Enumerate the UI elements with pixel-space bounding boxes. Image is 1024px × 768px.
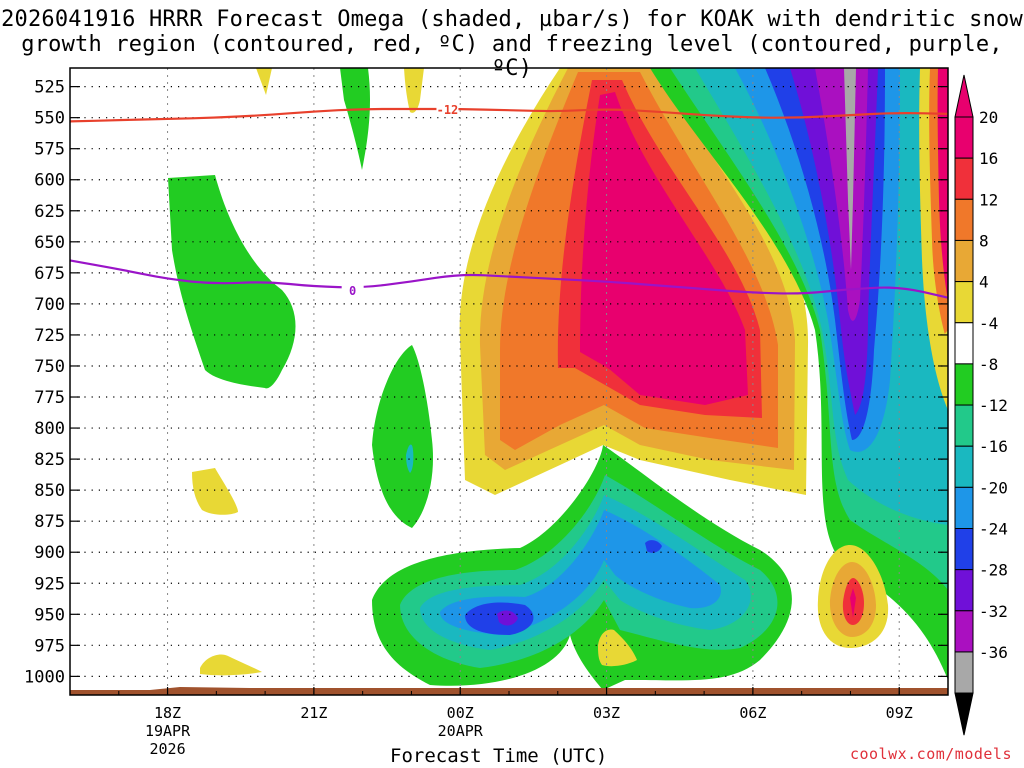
chart-title-line-1: 2026041916 HRRR Forecast Omega (shaded, … — [1, 7, 1023, 32]
colorbar-bin-6 — [954, 363, 974, 406]
colorbar-label-8: -16 — [979, 437, 1008, 456]
y-tick-label-700: 700 — [34, 295, 65, 315]
omega-fill-neg28-upper — [815, 68, 868, 321]
colorbar-bin-7 — [954, 404, 974, 447]
colorbar-label-1: 16 — [979, 149, 998, 168]
omega-fill-4-mid — [598, 629, 637, 667]
omega-fill-4-left2 — [200, 654, 262, 676]
colorbar-bin-0 — [954, 116, 974, 159]
y-tick-label-975: 975 — [34, 636, 65, 656]
colorbar-label-13: -36 — [979, 643, 1008, 662]
colorbar-bin-10 — [954, 528, 974, 571]
colorbar-label-10: -24 — [979, 520, 1008, 539]
colorbar-label-6: -8 — [979, 355, 998, 374]
omega-fill-neg12-mid — [406, 444, 414, 473]
y-tick-label-950: 950 — [34, 605, 65, 625]
contour-label-0: -12 — [437, 103, 459, 117]
y-tick-label-875: 875 — [34, 512, 65, 532]
omega-fill-20-blob — [850, 588, 856, 618]
y-tick-label-1000: 1000 — [24, 667, 65, 687]
y-tick-label-750: 750 — [34, 357, 65, 377]
omega-shaded-field — [168, 68, 948, 690]
colorbar-label-11: -28 — [979, 561, 1008, 580]
y-tick-label-625: 625 — [34, 202, 65, 222]
colorbar-bin-12 — [954, 610, 974, 653]
colorbar-extend-top — [954, 74, 974, 118]
colorbar-bin-9 — [954, 486, 974, 530]
colorbar-extend-bottom — [954, 692, 974, 736]
omega-fill-4-top1 — [256, 68, 272, 95]
x-tick-sublabel-0-0: 19APR — [145, 722, 191, 740]
contour-label-bg-1 — [341, 281, 364, 297]
x-tick-label-18Z: 18Z — [154, 704, 181, 722]
contour-line-1 — [69, 259, 949, 299]
omega-fill-neg32-upper — [844, 68, 856, 270]
omega-fill-neg4-top — [340, 68, 370, 170]
colorbar-bin-3 — [954, 239, 974, 283]
x-axis-title: Forecast Time (UTC) — [390, 745, 608, 767]
colorbar-bin-5 — [954, 322, 974, 365]
y-tick-label-525: 525 — [34, 78, 65, 98]
x-tick-sublabel-0-1: 2026 — [149, 740, 185, 758]
pressure-axis: 525 550 575 600 625 650 675 700 725 750 775 800 825 8… — [24, 78, 948, 687]
colorbar-label-3: 8 — [979, 231, 989, 250]
y-tick-label-725: 725 — [34, 326, 65, 346]
y-tick-label-675: 675 — [34, 264, 65, 284]
y-tick-label-800: 800 — [34, 419, 65, 439]
y-tick-label-925: 925 — [34, 574, 65, 594]
colorbar-label-7: -12 — [979, 396, 1008, 415]
x-tick-sublabel-2-0: 20APR — [438, 722, 484, 740]
chart-title-line-2: growth region (contoured, red, ºC) and f… — [21, 32, 1003, 81]
contour-label-bg-0 — [436, 100, 459, 116]
colorbar-bin-8 — [954, 445, 974, 488]
isotherm-contours: -12 0 — [69, 100, 949, 299]
credit-text: coolwx.com/models — [849, 745, 1012, 763]
y-tick-label-775: 775 — [34, 388, 65, 408]
colorbar-bin-13 — [954, 651, 974, 694]
colorbar-label-5: -4 — [979, 314, 998, 333]
contour-label-1: 0 — [349, 284, 356, 298]
y-tick-label-650: 650 — [34, 233, 65, 253]
omega-fill-4-right-bottom — [935, 330, 948, 410]
y-tick-label-900: 900 — [34, 543, 65, 563]
y-tick-label-825: 825 — [34, 450, 65, 470]
x-tick-label-03Z: 03Z — [593, 704, 620, 722]
colorbar-label-12: -32 — [979, 602, 1008, 621]
colorbar-label-4: 4 — [979, 273, 989, 292]
x-tick-label-09Z: 09Z — [886, 704, 913, 722]
colorbar-bin-1 — [954, 157, 974, 200]
y-tick-label-575: 575 — [34, 140, 65, 160]
x-tick-label-21Z: 21Z — [300, 704, 327, 722]
y-tick-label-850: 850 — [34, 481, 65, 501]
omega-fill-4-top2 — [404, 68, 424, 113]
omega-fill-neg20b — [645, 540, 662, 553]
omega-fill-20 — [580, 92, 748, 405]
omega-fill-4-left1 — [192, 468, 238, 515]
omega-fill-neg4-mid — [372, 345, 434, 528]
x-tick-label-06Z: 06Z — [739, 704, 766, 722]
colorbar-label-0: 20 — [979, 108, 998, 127]
colorbar-bin-11 — [954, 569, 974, 612]
colorbar-label-9: -20 — [979, 478, 1008, 497]
y-tick-label-600: 600 — [34, 171, 65, 191]
omega-colorbar: 20 16 12 8 4 -4 -8 -12 -16 -20 -24 -28 -32 -36 — [954, 74, 1008, 736]
y-tick-label-550: 550 — [34, 109, 65, 129]
colorbar-label-2: 12 — [979, 190, 998, 209]
x-tick-label-00Z: 00Z — [447, 704, 474, 722]
colorbar-bin-4 — [954, 281, 974, 324]
contour-line-0 — [69, 107, 949, 123]
colorbar-bin-2 — [954, 198, 974, 241]
